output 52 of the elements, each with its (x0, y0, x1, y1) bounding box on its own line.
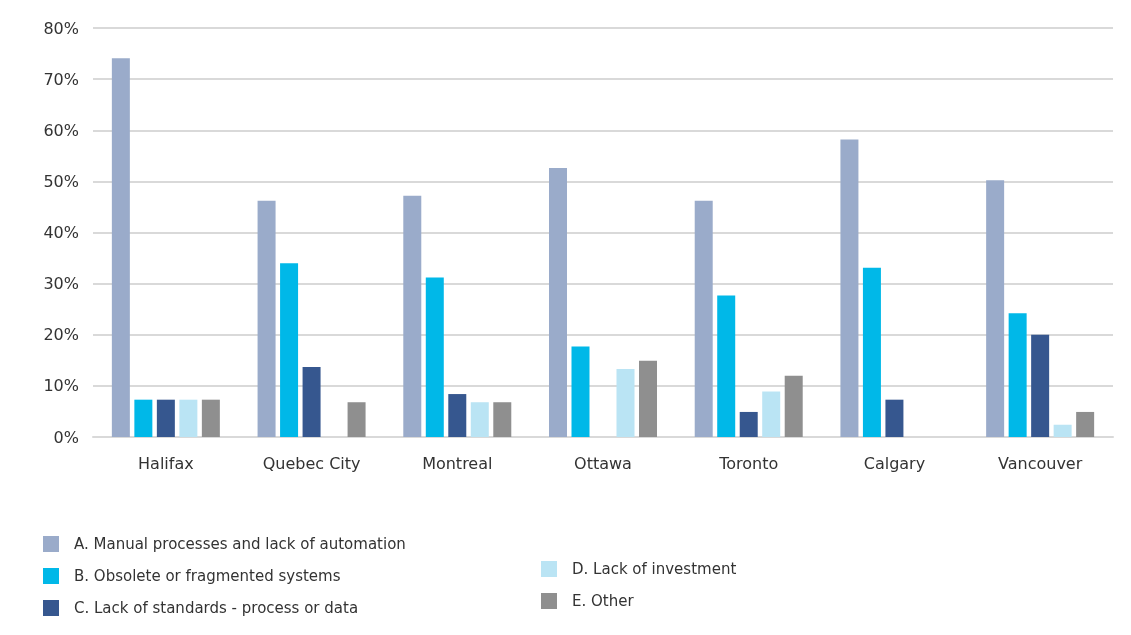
x-tick-label: Vancouver (998, 453, 1083, 473)
bar (257, 200, 276, 437)
bar (448, 394, 467, 437)
x-tick-label: Halifax (138, 453, 194, 473)
bar (739, 411, 758, 437)
legend-label: E. Other (572, 592, 635, 610)
bar (717, 295, 736, 437)
x-tick-label: Montreal (422, 453, 493, 473)
bar (425, 277, 444, 437)
bar (111, 58, 130, 437)
bar (862, 267, 881, 437)
bar (179, 399, 198, 437)
y-tick-label: 0% (53, 427, 79, 447)
x-tick-label: Ottawa (574, 453, 632, 473)
y-tick-label: 40% (43, 223, 79, 242)
bar (885, 399, 904, 437)
bar (470, 402, 489, 437)
bar (156, 399, 175, 437)
legend-label: D. Lack of investment (572, 560, 737, 578)
legend-label: A. Manual processes and lack of automation (74, 535, 406, 553)
bar (1031, 334, 1050, 437)
bar (1008, 313, 1027, 437)
bar (840, 139, 859, 437)
bar (302, 366, 321, 437)
y-tick-label: 70% (43, 69, 79, 89)
bar (784, 375, 803, 437)
bar (280, 263, 299, 437)
legend-label: C. Lack of standards - process or data (74, 599, 359, 617)
bar (1053, 424, 1072, 437)
bar (762, 391, 781, 437)
bar (616, 369, 635, 437)
bar (639, 360, 657, 437)
bar (201, 399, 220, 437)
bar (571, 346, 590, 437)
bar (694, 200, 713, 437)
bar (493, 402, 512, 437)
x-tick-label: Calgary (863, 453, 926, 473)
bar (134, 399, 153, 437)
y-tick-label: 30% (43, 274, 79, 294)
bar (347, 402, 366, 437)
bar (549, 168, 567, 437)
bar (1076, 411, 1095, 437)
bar (986, 180, 1005, 437)
legend-label: B. Obsolete or fragmented systems (74, 567, 341, 585)
bar (403, 195, 422, 437)
y-tick-label: 10% (43, 376, 79, 396)
y-tick-label: 60% (43, 120, 79, 140)
y-tick-label: 20% (43, 325, 79, 345)
y-tick-label: 80% (43, 18, 79, 38)
y-tick-label: 50% (43, 171, 79, 191)
x-tick-label: Quebec City (262, 453, 361, 473)
x-tick-label: Toronto (718, 453, 779, 473)
